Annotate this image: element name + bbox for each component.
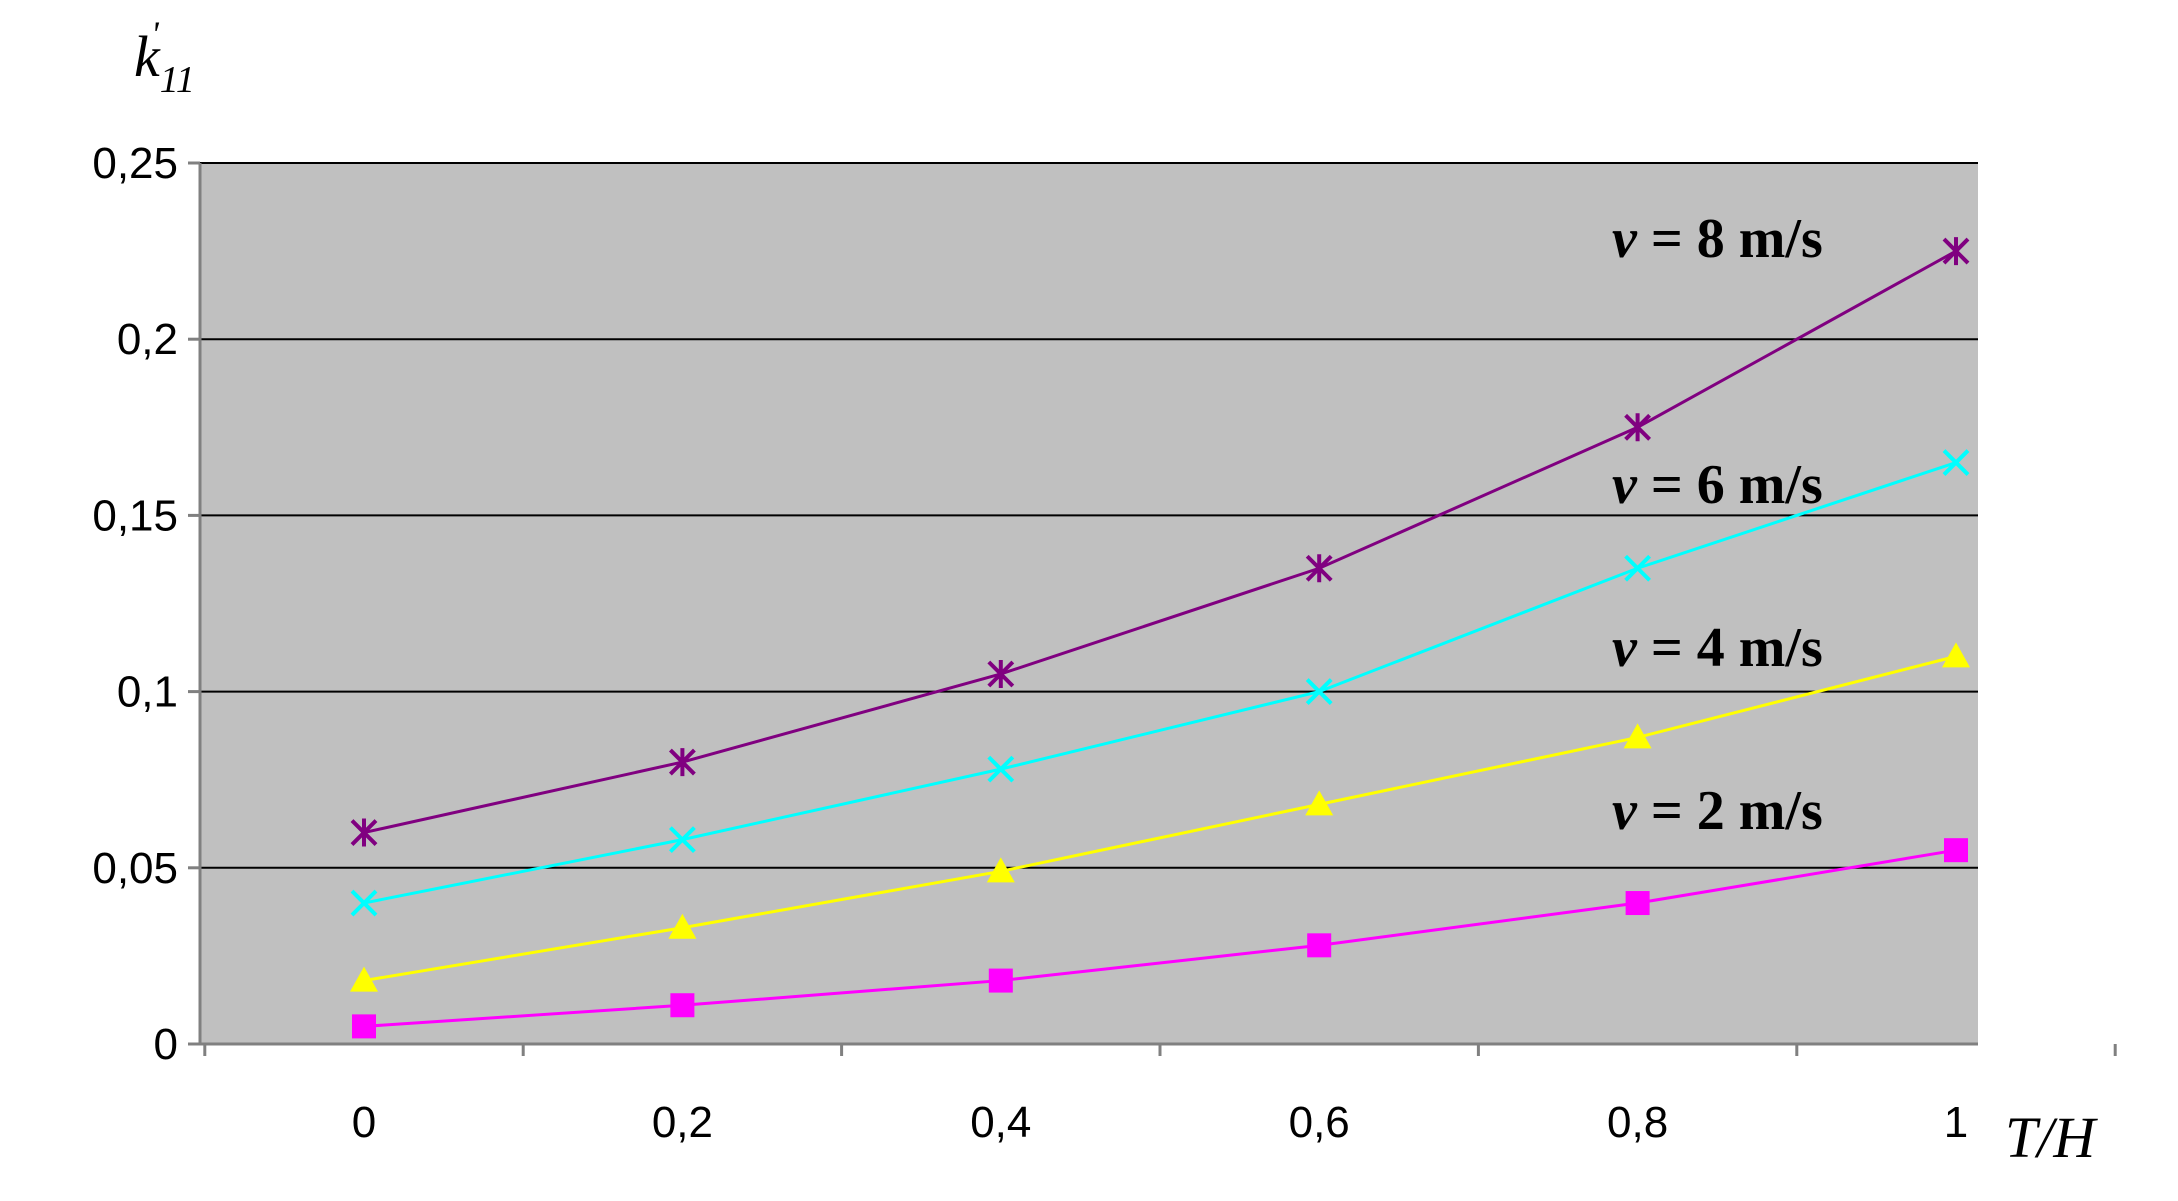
data-point [1942, 642, 1970, 668]
x-tick-label: 0,6 [1289, 1098, 1350, 1147]
series-line [363, 848, 1957, 1028]
series-line [363, 461, 1957, 905]
data-point [1305, 678, 1333, 706]
data-point [1307, 933, 1332, 958]
data-point [1624, 554, 1652, 582]
series-2 [350, 642, 1970, 992]
series-labels: v = 8 m/s v = 6 m/s v = 4 m/s v = 2 m/s [1612, 208, 1823, 842]
data-point [987, 755, 1015, 783]
series-label-v6-var: v [1612, 454, 1638, 516]
y-ticks: 0 0,05 0,1 0,15 0,2 0,25 [92, 139, 200, 1069]
series-label-v2-var: v [1612, 780, 1638, 842]
axes [198, 163, 1978, 1046]
series-label-v2-rest: = 2 m/s [1637, 780, 1823, 842]
x-tick-label: 0,2 [652, 1098, 713, 1147]
data-point [1942, 449, 1970, 476]
y-tick-label: 0,1 [117, 668, 178, 717]
data-point [1305, 554, 1333, 583]
data-point [1942, 237, 1970, 266]
data-point [1625, 891, 1650, 916]
series-label-v8-rest: = 8 m/s [1637, 208, 1823, 270]
series-label-v4-var: v [1612, 617, 1638, 679]
y-axis-title-base: k [134, 24, 161, 89]
y-axis-title: k11' [134, 14, 195, 101]
y-tick-label: 0,15 [92, 491, 178, 540]
x-tick-label: 0,4 [970, 1098, 1031, 1147]
x-tick-label: 1 [1944, 1098, 1968, 1147]
y-tick-label: 0,05 [92, 844, 178, 893]
series-0 [350, 237, 1970, 847]
series-1 [350, 449, 1970, 917]
data-point [668, 826, 696, 854]
data-point [670, 993, 695, 1018]
data-point [350, 818, 378, 847]
data-point [1623, 723, 1652, 749]
data-point [352, 1014, 376, 1039]
y-axis-title-prime: ' [151, 14, 160, 54]
series-3 [352, 838, 1968, 1039]
data-point [1944, 838, 1968, 863]
data-point [668, 913, 697, 939]
series-line [363, 249, 1957, 835]
series-label-v8: v = 8 m/s [1612, 208, 1823, 270]
series-layer [350, 237, 1970, 1039]
data-point [1305, 790, 1334, 816]
data-point [986, 857, 1015, 883]
series-label-v2: v = 2 m/s [1612, 780, 1823, 842]
y-axis-title-subscript: 11 [160, 59, 195, 101]
series-label-v6-rest: = 6 m/s [1637, 454, 1823, 516]
series-label-v4-rest: = 4 m/s [1637, 617, 1823, 679]
data-point [988, 968, 1013, 993]
y-tick-label: 0,25 [92, 139, 178, 188]
x-tick-label: 0,8 [1607, 1098, 1668, 1147]
series-line [363, 654, 1957, 983]
data-point [668, 748, 696, 777]
x-ticks: 0 0,2 0,4 0,6 0,8 1 [203, 1044, 2117, 1147]
data-point [987, 659, 1015, 688]
data-point [350, 966, 378, 992]
y-tick-label: 0 [154, 1020, 178, 1069]
plot-area-background [200, 163, 1978, 1044]
x-tick-label: 0 [352, 1098, 376, 1147]
x-axis-title: T/H [2005, 1105, 2098, 1170]
series-label-v8-var: v [1612, 208, 1638, 270]
y-tick-label: 0,2 [117, 315, 178, 364]
series-label-v6: v = 6 m/s [1612, 454, 1823, 516]
data-point [350, 889, 378, 917]
gridlines [200, 162, 1978, 869]
data-point [1624, 413, 1652, 442]
series-label-v4: v = 4 m/s [1612, 617, 1823, 679]
